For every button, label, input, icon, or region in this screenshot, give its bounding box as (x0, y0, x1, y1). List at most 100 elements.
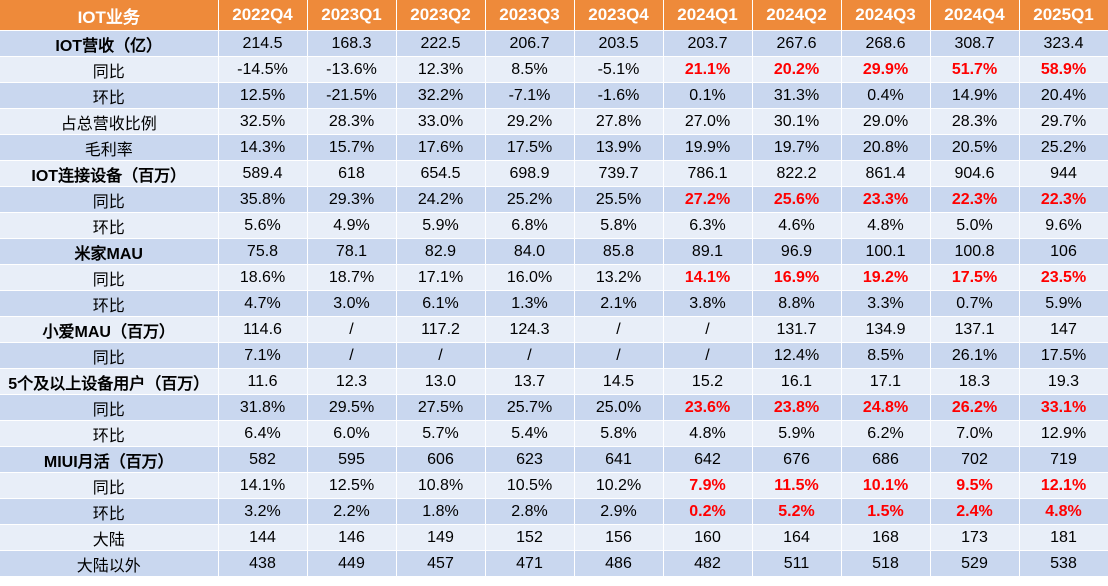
header-quarter: 2022Q4 (218, 0, 308, 31)
row-label: 5个及以上设备用户（百万） (0, 368, 219, 395)
table-cell: 29.3% (307, 186, 397, 213)
table-cell: 21.1% (663, 56, 753, 83)
table-cell: 16.9% (752, 264, 842, 291)
table-cell: 4.7% (218, 290, 308, 317)
table-cell: 904.6 (930, 160, 1020, 187)
table-cell: 2.8% (485, 498, 575, 525)
table-cell: 518 (841, 550, 931, 577)
table-cell: 134.9 (841, 316, 931, 343)
table-cell: 944 (1019, 160, 1108, 187)
table-cell: 149 (396, 524, 486, 551)
table-cell: 10.1% (841, 472, 931, 499)
table-cell: 6.3% (663, 212, 753, 239)
table-cell: 168 (841, 524, 931, 551)
header-label: IOT业务 (0, 0, 219, 31)
table-cell: 173 (930, 524, 1020, 551)
table-cell: 19.3 (1019, 368, 1108, 395)
table-cell: 4.9% (307, 212, 397, 239)
table-cell: 3.2% (218, 498, 308, 525)
table-cell: 6.8% (485, 212, 575, 239)
table-cell: 96.9 (752, 238, 842, 265)
table-cell: 14.3% (218, 134, 308, 161)
table-cell: 18.6% (218, 264, 308, 291)
table-cell: 4.8% (663, 420, 753, 447)
table-row: 小爱MAU（百万） 114.6/117.2 124.3//131.7 134.9 137… (0, 316, 1108, 343)
table-cell: 822.2 (752, 160, 842, 187)
table-cell: 14.1% (218, 472, 308, 499)
table-cell: 25.6% (752, 186, 842, 213)
table-cell: 6.2% (841, 420, 931, 447)
table-cell: 12.4% (752, 342, 842, 369)
table-cell: 1.8% (396, 498, 486, 525)
table-row: 占总营收比例 32.5% 28.3% 33.0% 29.2% 27.8% 27.0% 30.1… (0, 108, 1108, 135)
table-cell: 51.7% (930, 56, 1020, 83)
table-cell: 156 (574, 524, 664, 551)
table-cell: 17.6% (396, 134, 486, 161)
table-row: 环比 4.7% 3.0% 6.1% 1.3% 2.1% 3.8% 8.8% 3.3% 0.7% 5.… (0, 290, 1108, 317)
table-cell: 1.5% (841, 498, 931, 525)
table-cell: 31.3% (752, 82, 842, 109)
table-cell: 13.9% (574, 134, 664, 161)
table-row: 环比 3.2% 2.2% 1.8% 2.8% 2.9% 0.2% 5.2% 1.5% 2.4% 4.… (0, 498, 1108, 525)
table-cell: 117.2 (396, 316, 486, 343)
table-cell: 114.6 (218, 316, 308, 343)
table-cell: 27.2% (663, 186, 753, 213)
table-cell: 203.5 (574, 30, 664, 57)
table-cell: 14.5 (574, 368, 664, 395)
table-cell: 75.8 (218, 238, 308, 265)
table-cell: 13.0 (396, 368, 486, 395)
table-cell: 2.4% (930, 498, 1020, 525)
table-cell: / (485, 342, 575, 369)
table-cell: 5.8% (574, 212, 664, 239)
table-cell: 28.3% (930, 108, 1020, 135)
table-cell: 12.3 (307, 368, 397, 395)
table-cell: 17.1 (841, 368, 931, 395)
table-cell: 20.4% (1019, 82, 1108, 109)
row-label: 环比 (0, 212, 219, 239)
table-cell: 18.3 (930, 368, 1020, 395)
header-quarter: 2024Q3 (841, 0, 931, 31)
row-label: 同比 (0, 342, 219, 369)
table-cell: / (307, 316, 397, 343)
row-label: 大陆 (0, 524, 219, 551)
table-cell: 78.1 (307, 238, 397, 265)
table-row: IOT营收（亿） 214.5 168.3 222.5 206.7 203.5 203.7 26… (0, 30, 1108, 57)
table-cell: 5.4% (485, 420, 575, 447)
row-label: IOT连接设备（百万） (0, 160, 219, 187)
table-row: 米家MAU 75.8 78.1 82.9 84.0 85.8 89.1 96.9 100.1 10… (0, 238, 1108, 265)
table-cell: 0.4% (841, 82, 931, 109)
table-cell: 85.8 (574, 238, 664, 265)
table-cell: 642 (663, 446, 753, 473)
table-cell: 164 (752, 524, 842, 551)
header-quarter: 2023Q4 (574, 0, 664, 31)
table-cell: 1.3% (485, 290, 575, 317)
table-cell: 5.7% (396, 420, 486, 447)
table-cell: 5.0% (930, 212, 1020, 239)
table-cell: 144 (218, 524, 308, 551)
table-cell: 124.3 (485, 316, 575, 343)
table-cell: 2.1% (574, 290, 664, 317)
header-quarter: 2023Q1 (307, 0, 397, 31)
table-cell: 24.8% (841, 394, 931, 421)
table-cell: 100.8 (930, 238, 1020, 265)
table-cell: / (307, 342, 397, 369)
table-cell: -5.1% (574, 56, 664, 83)
table-cell: 2.2% (307, 498, 397, 525)
row-label: 同比 (0, 56, 219, 83)
header-quarter: 2024Q1 (663, 0, 753, 31)
table-cell: 323.4 (1019, 30, 1108, 57)
table-cell: 19.9% (663, 134, 753, 161)
table-cell: 32.5% (218, 108, 308, 135)
table-cell: 17.5% (930, 264, 1020, 291)
table-cell: 13.7 (485, 368, 575, 395)
table-row: 毛利率 14.3% 15.7% 17.6% 17.5% 13.9% 19.9% 19.7% 20… (0, 134, 1108, 161)
table-cell: 12.1% (1019, 472, 1108, 499)
table-cell: 0.7% (930, 290, 1020, 317)
table-cell: 24.2% (396, 186, 486, 213)
table-cell: 0.2% (663, 498, 753, 525)
table-cell: 5.9% (396, 212, 486, 239)
table-cell: 19.7% (752, 134, 842, 161)
table-cell: 9.6% (1019, 212, 1108, 239)
table-cell: 32.2% (396, 82, 486, 109)
row-label: 小爱MAU（百万） (0, 316, 219, 343)
